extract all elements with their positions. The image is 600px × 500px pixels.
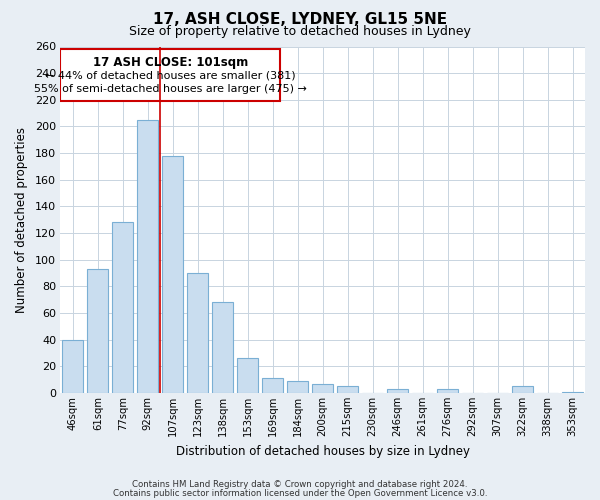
Bar bbox=[212, 302, 233, 393]
Bar bbox=[137, 120, 158, 393]
Bar bbox=[262, 378, 283, 393]
Bar bbox=[287, 381, 308, 393]
Bar bbox=[162, 156, 184, 393]
FancyBboxPatch shape bbox=[61, 49, 280, 101]
Bar bbox=[87, 269, 109, 393]
Text: ← 44% of detached houses are smaller (381): ← 44% of detached houses are smaller (38… bbox=[45, 70, 296, 81]
Text: 17 ASH CLOSE: 101sqm: 17 ASH CLOSE: 101sqm bbox=[92, 56, 248, 69]
Bar bbox=[437, 389, 458, 393]
Text: 17, ASH CLOSE, LYDNEY, GL15 5NE: 17, ASH CLOSE, LYDNEY, GL15 5NE bbox=[153, 12, 447, 28]
Text: Contains HM Land Registry data © Crown copyright and database right 2024.: Contains HM Land Registry data © Crown c… bbox=[132, 480, 468, 489]
Bar bbox=[387, 389, 408, 393]
Bar bbox=[312, 384, 333, 393]
Y-axis label: Number of detached properties: Number of detached properties bbox=[15, 127, 28, 313]
Bar bbox=[237, 358, 259, 393]
Bar bbox=[562, 392, 583, 393]
Bar bbox=[512, 386, 533, 393]
Bar bbox=[187, 273, 208, 393]
Text: Size of property relative to detached houses in Lydney: Size of property relative to detached ho… bbox=[129, 25, 471, 38]
Text: Contains public sector information licensed under the Open Government Licence v3: Contains public sector information licen… bbox=[113, 488, 487, 498]
Bar bbox=[112, 222, 133, 393]
Bar bbox=[337, 386, 358, 393]
Text: 55% of semi-detached houses are larger (475) →: 55% of semi-detached houses are larger (… bbox=[34, 84, 307, 94]
Bar bbox=[62, 340, 83, 393]
X-axis label: Distribution of detached houses by size in Lydney: Distribution of detached houses by size … bbox=[176, 444, 470, 458]
